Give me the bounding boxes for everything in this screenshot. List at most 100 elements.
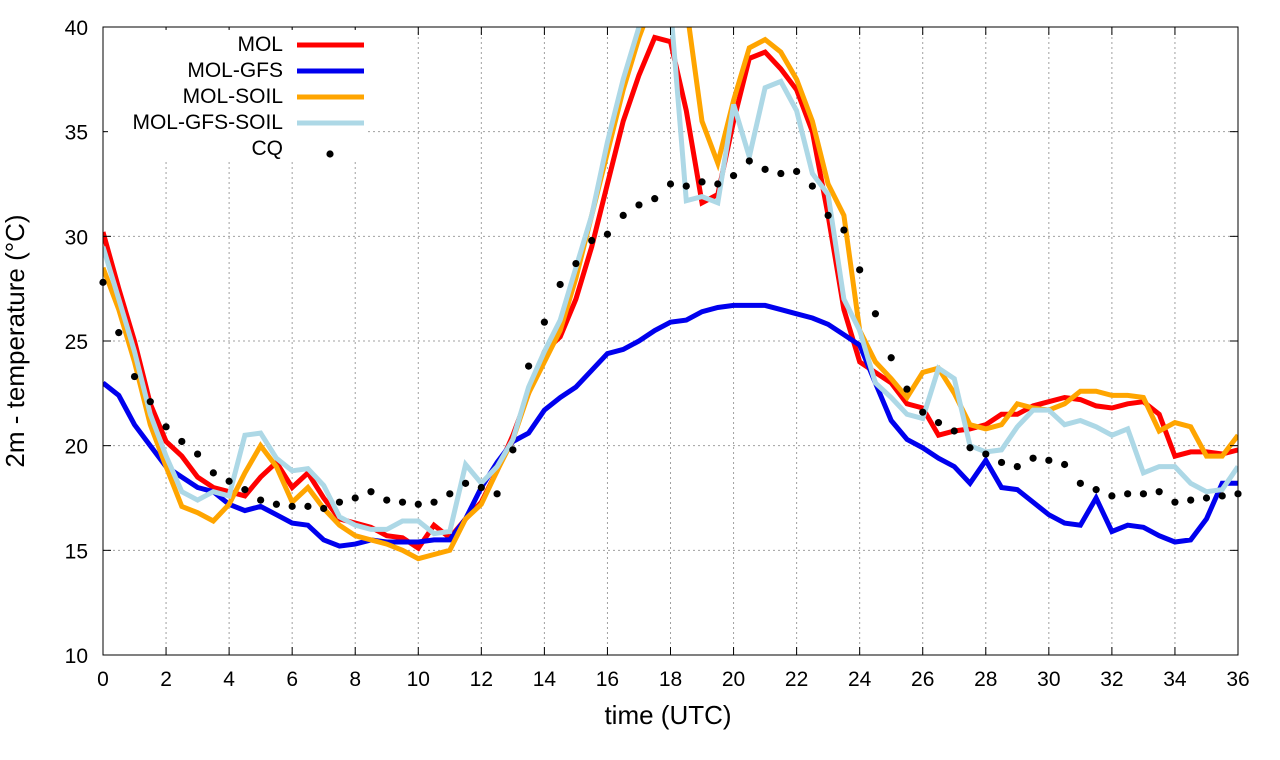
- cq-data-point: [887, 354, 895, 362]
- cq-data-point: [619, 211, 627, 219]
- y-tick-label: 35: [65, 122, 88, 145]
- cq-data-point: [225, 477, 233, 485]
- cq-data-point: [1013, 463, 1021, 471]
- cq-data-point: [903, 385, 911, 393]
- cq-data-point: [1139, 490, 1148, 498]
- cq-data-point: [808, 182, 816, 190]
- y-tick-label: 20: [65, 436, 88, 459]
- cq-data-point: [477, 483, 485, 492]
- x-tick-label: 10: [407, 668, 430, 691]
- cq-data-point: [1171, 498, 1179, 506]
- x-tick-label: 0: [97, 668, 109, 691]
- cq-data-point: [398, 498, 407, 506]
- legend-label-mol-soil: MOL-SOIL: [183, 85, 283, 108]
- cq-data-point: [793, 167, 801, 176]
- cq-data-point: [635, 201, 643, 209]
- cq-data-point: [272, 500, 281, 508]
- y-tick-label: 25: [65, 331, 88, 354]
- cq-data-point: [982, 450, 990, 458]
- cq-data-point: [556, 280, 564, 289]
- cq-data-point: [682, 182, 690, 190]
- x-tick-label: 14: [533, 668, 557, 691]
- y-tick-label: 30: [65, 226, 88, 249]
- cq-data-point: [1155, 488, 1163, 496]
- x-tick-label: 16: [596, 668, 619, 691]
- x-tick-label: 22: [785, 668, 808, 691]
- cq-data-point: [1202, 494, 1211, 502]
- legend-label-mol-gfs-soil: MOL-GFS-SOIL: [132, 111, 283, 134]
- cq-data-point: [997, 458, 1006, 467]
- series-layer: [99, 27, 1242, 562]
- legend-label-mol: MOL: [237, 33, 283, 56]
- x-tick-label: 4: [223, 668, 235, 691]
- cq-data-point: [446, 490, 454, 498]
- x-tick-label: 18: [659, 668, 682, 691]
- cq-data-point: [777, 169, 785, 178]
- cq-data-point: [351, 494, 359, 502]
- cq-data-point: [525, 362, 533, 370]
- cq-data-point: [162, 423, 170, 431]
- cq-data-point: [934, 419, 943, 427]
- x-tick-label: 32: [1100, 668, 1123, 691]
- cq-data-point: [1124, 490, 1132, 498]
- cq-data-point: [966, 444, 974, 452]
- cq-data-point: [714, 180, 722, 188]
- x-tick-label: 6: [286, 668, 298, 691]
- cq-data-point: [209, 469, 217, 477]
- cq-data-point: [367, 488, 375, 496]
- cq-data-point: [698, 178, 706, 186]
- cq-data-point: [1108, 492, 1116, 500]
- cq-data-point: [178, 437, 186, 446]
- y-tick-label: 15: [65, 540, 88, 563]
- cq-data-point: [146, 398, 154, 406]
- cq-data-point: [304, 502, 312, 510]
- cq-data-point: [1092, 486, 1100, 494]
- cq-data-point: [115, 329, 123, 337]
- cq-data-point: [1045, 456, 1053, 464]
- cq-data-point: [856, 266, 864, 274]
- cq-data-point: [335, 498, 344, 506]
- cq-data-point: [729, 172, 738, 180]
- cq-data-point: [950, 427, 958, 435]
- x-tick-label: 34: [1163, 668, 1187, 691]
- legend-label-mol-gfs: MOL-GFS: [187, 59, 283, 82]
- cq-data-point: [666, 180, 675, 188]
- x-tick-label: 26: [911, 668, 934, 691]
- cq-data-point: [509, 446, 517, 454]
- cq-data-point: [1218, 492, 1226, 500]
- series-line-mol-gfs-soil: [103, 27, 1238, 537]
- cq-data-point: [130, 372, 139, 381]
- y-axis-label: 2m - temperature (°C): [0, 214, 30, 467]
- cq-data-point: [414, 500, 422, 508]
- cq-data-point: [871, 310, 880, 318]
- y-tick-label: 40: [65, 17, 88, 40]
- cq-data-point: [288, 502, 296, 510]
- x-axis-label: time (UTC): [604, 700, 731, 730]
- cq-data-point: [193, 450, 202, 458]
- cq-data-point: [241, 486, 249, 494]
- cq-data-point: [1029, 454, 1037, 462]
- cq-data-point: [840, 226, 848, 234]
- x-tick-label: 8: [349, 668, 361, 691]
- cq-data-point: [540, 318, 548, 326]
- cq-data-point: [572, 259, 580, 268]
- cq-data-point: [745, 157, 753, 165]
- cq-data-point: [430, 498, 438, 506]
- cq-data-point: [651, 195, 659, 203]
- x-tick-label: 2: [160, 668, 172, 691]
- cq-data-point: [588, 236, 596, 245]
- cq-data-point: [257, 496, 265, 504]
- series-line-mol-gfs: [103, 302, 1238, 549]
- cq-data-point: [824, 211, 832, 219]
- cq-data-point: [461, 479, 470, 487]
- cq-data-point: [1187, 496, 1195, 504]
- cq-data-point: [761, 165, 769, 173]
- cq-data-point: [493, 490, 501, 498]
- cq-data-point: [383, 496, 391, 504]
- legend-label-cq: CQ: [252, 137, 284, 160]
- x-tick-label: 12: [470, 668, 493, 691]
- cq-data-point: [919, 408, 927, 416]
- y-tick-label: 10: [65, 645, 88, 668]
- x-tick-label: 24: [848, 668, 872, 691]
